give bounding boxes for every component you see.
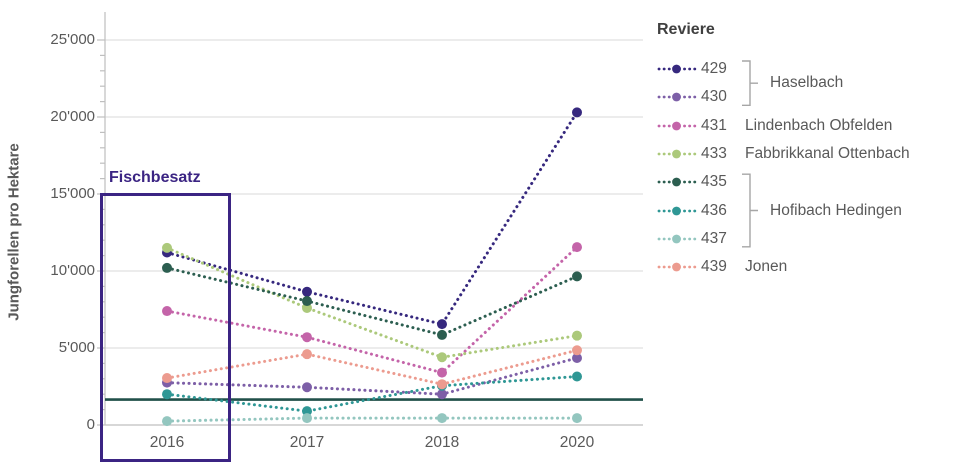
legend-series-name: Jonen [745,258,788,276]
legend-entry-430: 430 [657,86,735,108]
series-line-429 [165,110,579,326]
series-line-435 [165,266,579,337]
data-point-433-2018 [437,352,447,363]
legend-group-bracket [742,173,758,248]
legend-series-number: 435 [701,173,727,191]
data-point-430-2020 [572,353,582,364]
legend-line-sample-icon [657,206,697,215]
series-line-436 [165,374,579,413]
legend-entry-436: 436 [657,200,735,222]
legend-series-number: 437 [701,229,727,247]
legend-line-sample-icon [657,64,697,74]
data-point-429-2020 [572,107,582,118]
series-line-437 [165,416,579,423]
legend-entry-437: 437 [657,228,735,250]
y-tick-label: 10'000 [50,262,95,279]
y-tick-label: 5'000 [58,339,95,356]
legend-group-bracket [742,60,758,106]
legend-series-number: 439 [701,258,727,276]
legend-series-number: 431 [701,116,727,134]
data-point-429-2017 [302,286,312,297]
data-point-439-2020 [572,345,582,356]
data-point-431-2018 [437,367,447,378]
legend: Reviere 429 430 431 Lindenbach Obfelden 433 F… [657,0,957,466]
x-tick-label: 2016 [149,434,185,451]
series-line-433 [165,246,579,359]
legend-series-number: 430 [701,88,727,106]
legend-entry-435: 435 [657,171,735,193]
x-tick-label: 2020 [559,434,595,451]
data-point-431-2017 [302,332,312,343]
y-tick-label: 25'000 [50,31,95,48]
data-point-439-2016 [162,373,172,384]
data-point-437-2018 [437,413,447,424]
data-point-437-2016 [162,416,172,427]
data-point-439-2017 [302,349,312,360]
y-tick-label: 0 [86,416,95,433]
data-point-435-2018 [437,329,447,340]
data-point-433-2020 [572,330,582,341]
data-point-430-2018 [437,389,447,400]
x-tick-label: 2017 [289,434,325,451]
data-point-429-2018 [437,319,447,330]
legend-series-number: 433 [701,144,727,162]
legend-line-sample-icon [657,121,697,130]
fischbesatz-annotation-label: Fischbesatz [109,169,201,186]
data-point-435-2020 [572,271,582,282]
legend-line-sample-icon [657,234,697,244]
y-tick-label: 20'000 [50,108,95,125]
legend-group-label: Haselbach [770,74,844,92]
legend-title: Reviere [657,21,715,38]
legend-entry-431: 431 Lindenbach Obfelden [657,115,892,137]
data-point-436-2020 [572,371,582,382]
series-line-439 [165,348,579,386]
data-point-436-2016 [162,389,172,400]
data-point-431-2020 [572,242,582,253]
legend-entry-433: 433 Fabbrikkanal Ottenbach [657,143,910,165]
legend-line-sample-icon [657,92,697,102]
legend-entry-429: 429 [657,58,735,80]
y-tick-label: 15'000 [50,185,95,202]
fischbesatz-annotation-box [100,193,231,462]
legend-line-sample-icon [657,177,697,187]
legend-group-label: Hofibach Hedingen [770,201,902,219]
legend-entry-439: 439 Jonen [657,256,787,278]
data-point-433-2017 [302,302,312,313]
legend-line-sample-icon [657,262,697,272]
data-point-435-2016 [162,262,172,273]
data-point-430-2017 [302,382,312,393]
data-point-431-2016 [162,306,172,317]
data-point-435-2017 [302,296,312,307]
x-tick-label: 2018 [424,434,460,451]
data-point-437-2020 [572,413,582,424]
legend-line-sample-icon [657,149,697,159]
legend-series-number: 429 [701,60,727,77]
legend-series-name: Fabbrikkanal Ottenbach [745,144,910,162]
data-point-439-2018 [437,379,447,390]
data-point-436-2017 [302,406,312,417]
data-point-433-2016 [162,242,172,253]
legend-series-name: Lindenbach Obfelden [745,116,893,134]
series-line-430 [165,356,579,396]
legend-series-number: 436 [701,201,727,219]
data-point-437-2017 [302,413,312,424]
series-line-431 [165,245,579,375]
